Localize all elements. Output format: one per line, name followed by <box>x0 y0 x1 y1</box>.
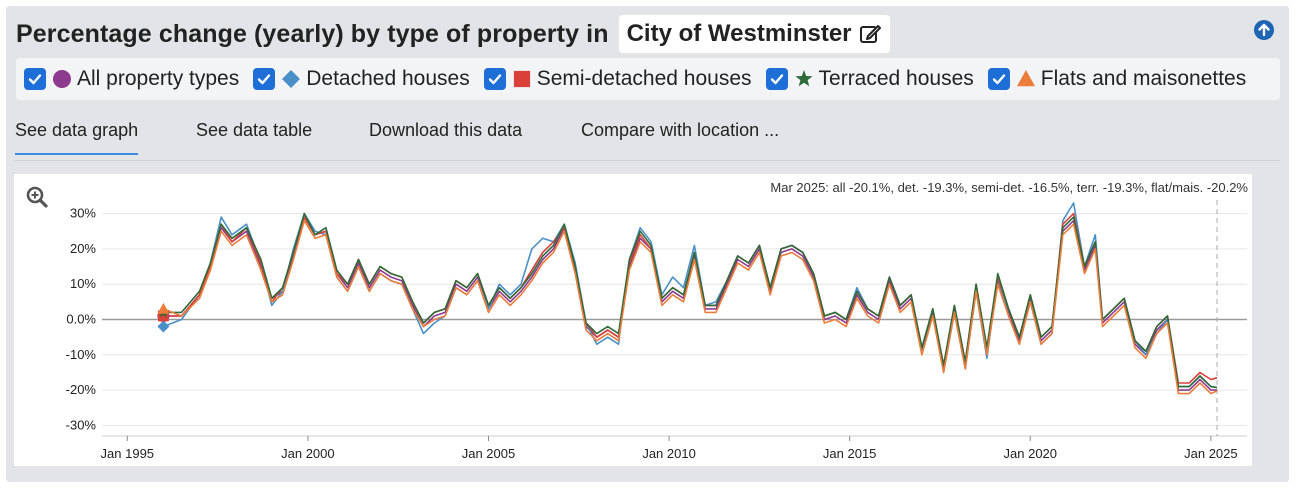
arrow-up-icon <box>1258 23 1270 37</box>
diamond-marker-icon <box>282 70 301 88</box>
star-marker-icon <box>794 70 813 87</box>
series-checkbox[interactable] <box>253 68 276 90</box>
legend-item-flats-and-maisonettes[interactable]: Flats and maisonettes <box>987 67 1247 91</box>
chart-area: Mar 2025: all -20.1%, det. -19.3%, semi-… <box>14 174 1252 466</box>
chart-panel: Percentage change (yearly) by type of pr… <box>6 6 1289 482</box>
y-tick-label: -10% <box>66 347 97 362</box>
y-tick-label: -30% <box>66 417 97 432</box>
series-checkbox[interactable] <box>765 68 788 90</box>
x-tick-label: Jan 2010 <box>642 446 696 461</box>
zoom-icon[interactable] <box>25 185 49 209</box>
x-tick-label: Jan 2020 <box>1004 446 1058 461</box>
series-checkbox[interactable] <box>987 68 1010 90</box>
tab-compare-location[interactable]: Compare with location ... <box>581 120 780 140</box>
latest-values-summary: Mar 2025: all -20.1%, det. -19.3%, semi-… <box>770 180 1248 195</box>
y-tick-label: -20% <box>66 382 97 397</box>
circle-marker-icon <box>53 70 71 88</box>
title-row: Percentage change (yearly) by type of pr… <box>16 15 890 53</box>
tab-see-data-table[interactable]: See data table <box>196 120 313 140</box>
legend-label: All property types <box>77 67 240 90</box>
legend-label: Semi-detached houses <box>536 67 752 90</box>
x-tick-label: Jan 2015 <box>823 446 877 461</box>
y-tick-label: 10% <box>70 276 96 291</box>
line-chart: 30% 20% 10% 0.0% -10% -20% -30% Jan 1995 Jan 200… <box>66 200 1247 461</box>
location-name: City of Westminster <box>626 20 852 47</box>
legend-item-terraced-houses[interactable]: Terraced houses <box>765 67 974 91</box>
checkmark-icon <box>28 74 42 85</box>
legend-item-detached-houses[interactable]: Detached houses <box>253 67 470 91</box>
x-tick-label: Jan 1995 <box>101 446 155 461</box>
series-start-marker <box>157 302 170 314</box>
y-tick-label: 30% <box>70 206 96 221</box>
legend-label: Detached houses <box>306 67 470 90</box>
series-line-flats-and-maisonettes[interactable] <box>163 219 1218 395</box>
series-checkbox[interactable] <box>24 68 46 90</box>
series-line-semi-detached-houses[interactable] <box>163 212 1218 384</box>
page-title: Percentage change (yearly) by type of pr… <box>16 19 609 48</box>
x-tick-label: Jan 2000 <box>281 446 335 461</box>
triangle-marker-icon <box>1016 70 1035 87</box>
edit-icon[interactable] <box>858 22 882 46</box>
series-line-terraced-houses[interactable] <box>163 212 1218 389</box>
checkmark-icon <box>992 74 1005 85</box>
legend-item-all-property-types[interactable]: All property types <box>24 67 239 91</box>
checkmark-icon <box>770 74 783 85</box>
legend-label: Flats and maisonettes <box>1040 67 1247 90</box>
series-start-marker <box>158 310 169 322</box>
legend-label: Terraced houses <box>818 67 974 90</box>
tab-see-data-graph[interactable]: See data graph <box>15 120 139 155</box>
tab-download-data[interactable]: Download this data <box>369 120 523 140</box>
series-start-marker <box>157 320 170 333</box>
x-tick-label: Jan 2005 <box>462 446 516 461</box>
square-marker-icon <box>513 70 530 88</box>
series-checkbox[interactable] <box>483 68 506 90</box>
tab-bar: See data graph See data table Download t… <box>14 116 1280 161</box>
checkmark-icon <box>488 74 501 85</box>
legend-item-semi-detached-houses[interactable]: Semi-detached houses <box>483 67 752 91</box>
x-tick-label: Jan 2025 <box>1184 446 1238 461</box>
checkmark-icon <box>258 74 271 85</box>
y-tick-label: 20% <box>70 241 96 256</box>
location-selector[interactable]: City of Westminster <box>618 15 890 53</box>
series-line-all-property-types[interactable] <box>163 216 1217 391</box>
y-tick-label: 0.0% <box>66 312 96 327</box>
scroll-up-button[interactable] <box>1254 20 1274 40</box>
legend: All property types Detached houses Semi-de… <box>16 58 1280 100</box>
